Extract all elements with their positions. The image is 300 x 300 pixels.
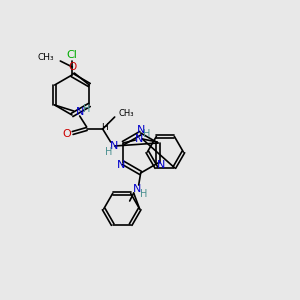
Text: H: H <box>83 104 90 114</box>
Text: H: H <box>143 129 150 139</box>
Text: CH₃: CH₃ <box>38 53 54 62</box>
Text: H: H <box>101 124 108 133</box>
Text: O: O <box>62 129 71 139</box>
Text: H: H <box>105 147 112 157</box>
Text: N: N <box>76 107 84 117</box>
Text: N: N <box>136 125 145 135</box>
Text: N: N <box>110 141 118 151</box>
Text: Cl: Cl <box>67 50 77 60</box>
Text: N: N <box>135 134 143 144</box>
Text: N: N <box>156 160 165 170</box>
Text: CH₃: CH₃ <box>119 109 134 118</box>
Text: H: H <box>140 189 147 199</box>
Text: N: N <box>117 160 125 170</box>
Text: O: O <box>68 62 76 72</box>
Text: N: N <box>133 184 141 194</box>
